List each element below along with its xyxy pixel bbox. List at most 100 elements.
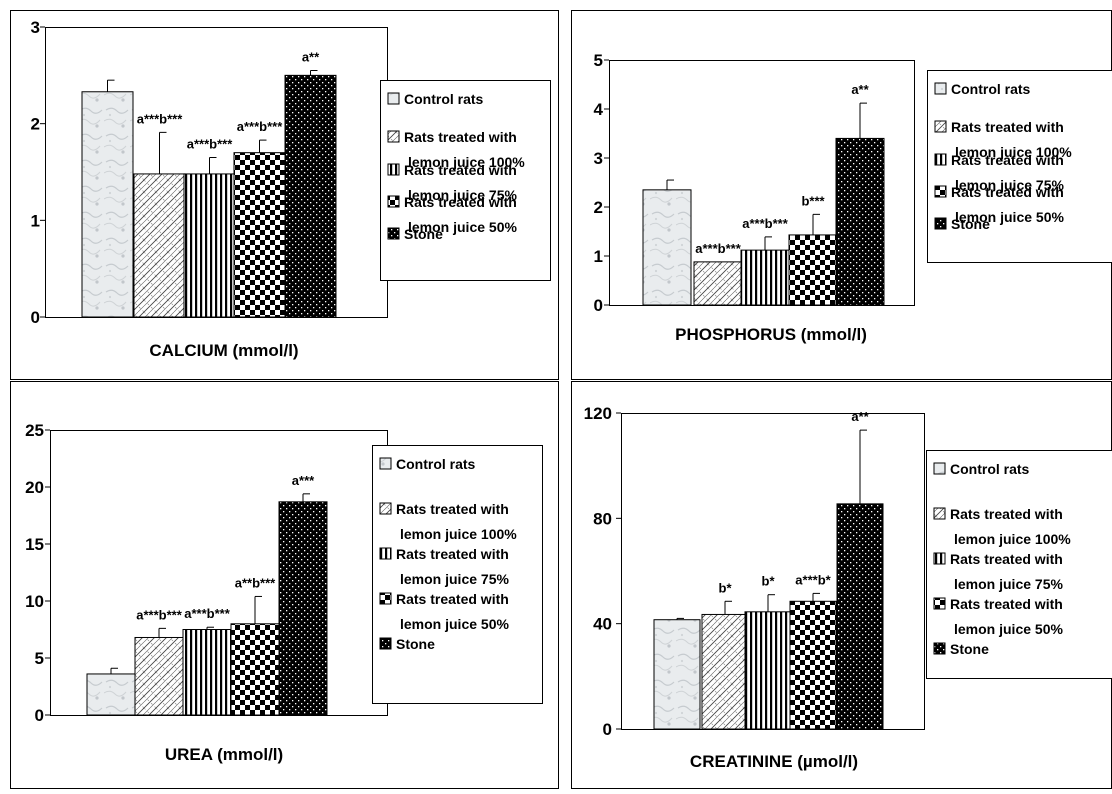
y-tick-label: 4 xyxy=(594,100,604,119)
significance-label: b* xyxy=(762,574,776,589)
bar-control xyxy=(654,620,700,729)
legend-swatch-control xyxy=(388,93,399,104)
bar-lemon75 xyxy=(183,630,231,716)
significance-label: a***b*** xyxy=(136,607,182,622)
bar-control xyxy=(82,92,133,317)
x-axis-title: UREA (mmol/l) xyxy=(165,745,283,764)
legend: Control rats Rats treated with lemon juice… xyxy=(927,451,1112,679)
legend-label-lemon75: lemon juice 75% xyxy=(400,571,509,587)
legend-swatch-lemon100 xyxy=(934,508,945,519)
bar-stone xyxy=(837,504,883,729)
y-tick-label: 0 xyxy=(35,706,44,725)
bar-lemon100 xyxy=(134,174,185,317)
legend-label-lemon100: lemon juice 100% xyxy=(400,526,517,542)
x-axis-title: CREATININE (µmol/l) xyxy=(690,752,858,771)
significance-label: a***b*** xyxy=(137,111,183,126)
legend-label-lemon50: lemon juice 50% xyxy=(954,621,1063,637)
bar-lemon50 xyxy=(231,624,279,715)
legend-box xyxy=(381,81,551,281)
legend-label-lemon100: Rats treated with xyxy=(396,501,509,517)
y-tick-label: 40 xyxy=(593,615,612,634)
significance-label: a** xyxy=(851,409,869,424)
legend-label-lemon50: Rats treated with xyxy=(404,194,517,210)
significance-label: a***b*** xyxy=(184,606,230,621)
legend-label-lemon100: Rats treated with xyxy=(951,119,1064,135)
bar-lemon50 xyxy=(234,153,285,317)
chart-panel-1: 0 1 2 3 4 5 a***b***a***b*** b*** a** PHOSPHORUS … xyxy=(572,11,1112,380)
significance-label: a***b* xyxy=(795,572,831,587)
legend-swatch-lemon100 xyxy=(935,121,946,132)
legend-label-lemon75: Rats treated with xyxy=(951,152,1064,168)
significance-label: b*** xyxy=(801,193,825,208)
bar-control xyxy=(643,190,691,305)
bar-lemon75 xyxy=(184,174,235,317)
legend-label-lemon100: lemon juice 100% xyxy=(954,531,1071,547)
significance-label: a** xyxy=(851,82,869,97)
legend-label-lemon75: lemon juice 75% xyxy=(954,576,1063,592)
y-tick-label: 2 xyxy=(594,198,603,217)
y-tick-label: 10 xyxy=(25,592,44,611)
significance-label: a***b*** xyxy=(742,216,788,231)
y-tick-label: 5 xyxy=(594,51,603,70)
significance-label: b* xyxy=(719,580,733,595)
legend-swatch-lemon75 xyxy=(934,553,945,564)
legend-swatch-lemon50 xyxy=(380,593,391,604)
x-axis-title: CALCIUM (mmol/l) xyxy=(149,341,298,360)
bar-lemon50 xyxy=(789,235,837,305)
significance-label: a**b*** xyxy=(235,575,276,590)
legend-label-lemon75: Rats treated with xyxy=(396,546,509,562)
legend-label-control: Control rats xyxy=(950,461,1030,477)
bar-lemon50 xyxy=(790,601,836,729)
y-tick-label: 15 xyxy=(25,535,44,554)
significance-label: a*** xyxy=(292,473,315,488)
legend-swatch-lemon75 xyxy=(935,154,946,165)
y-tick-label: 2 xyxy=(31,115,40,134)
legend-swatch-lemon100 xyxy=(388,131,399,142)
y-tick-label: 5 xyxy=(35,649,44,668)
legend-swatch-stone xyxy=(380,638,391,649)
y-tick-label: 25 xyxy=(25,421,44,440)
y-tick-label: 1 xyxy=(594,247,603,266)
y-tick-label: 3 xyxy=(594,149,603,168)
legend-label-lemon100: Rats treated with xyxy=(950,506,1063,522)
legend-swatch-stone xyxy=(935,218,946,229)
legend-label-stone: Stone xyxy=(951,216,990,232)
legend-swatch-lemon50 xyxy=(935,186,946,197)
bar-lemon100 xyxy=(135,637,183,715)
y-tick-label: 20 xyxy=(25,478,44,497)
legend-swatch-lemon75 xyxy=(380,548,391,559)
legend-swatch-lemon100 xyxy=(380,503,391,514)
legend-label-control: Control rats xyxy=(404,91,484,107)
legend-label-lemon50: lemon juice 50% xyxy=(400,616,509,632)
legend-swatch-stone xyxy=(388,228,399,239)
y-tick-label: 3 xyxy=(31,18,40,37)
chart-panel-2: 0 5 10 15 20 25 a***b***a***b*** a**b*** a*** URE… xyxy=(11,382,559,789)
bar-lemon75 xyxy=(745,612,791,729)
legend: Control rats Rats treated with lemon juice… xyxy=(373,446,543,704)
x-axis-title: PHOSPHORUS (mmol/l) xyxy=(675,325,867,344)
bar-stone xyxy=(279,502,327,715)
legend-swatch-control xyxy=(935,83,946,94)
y-tick-label: 1 xyxy=(31,211,40,230)
legend-label-stone: Stone xyxy=(950,641,989,657)
bar-stone xyxy=(836,138,884,305)
legend-label-lemon50: Rats treated with xyxy=(950,596,1063,612)
significance-label: a***b*** xyxy=(695,241,741,256)
legend-label-stone: Stone xyxy=(396,636,435,652)
legend-label-control: Control rats xyxy=(396,456,476,472)
legend-label-lemon50: Rats treated with xyxy=(951,184,1064,200)
legend-label-control: Control rats xyxy=(951,81,1031,97)
legend-swatch-control xyxy=(934,463,945,474)
bar-lemon100 xyxy=(694,262,742,305)
significance-label: a** xyxy=(302,50,320,65)
y-tick-label: 80 xyxy=(593,509,612,528)
significance-label: a***b*** xyxy=(237,119,283,134)
legend-label-lemon50: Rats treated with xyxy=(396,591,509,607)
bar-lemon100 xyxy=(702,614,748,729)
y-tick-label: 0 xyxy=(594,296,603,315)
